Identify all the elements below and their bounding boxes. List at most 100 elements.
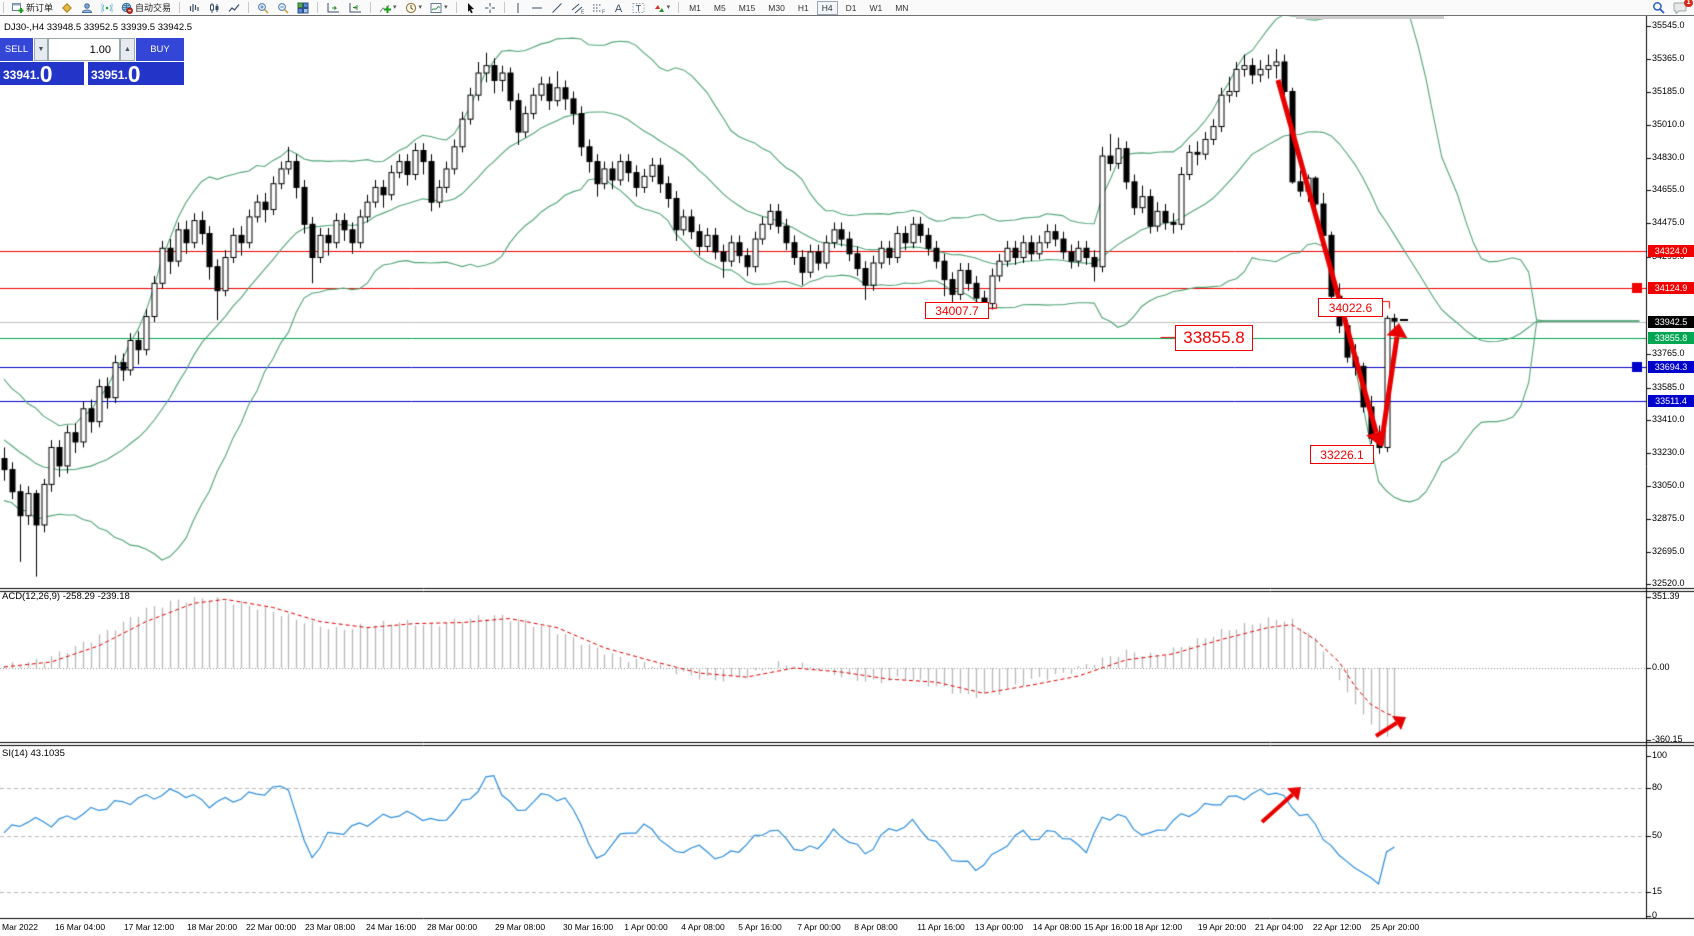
- price-annotation[interactable]: 33855.8: [1175, 325, 1253, 351]
- date-axis-label: 5 Apr 16:00: [738, 922, 782, 932]
- date-axis-label: 30 Mar 16:00: [562, 922, 614, 932]
- auto-scroll-icon: [327, 2, 340, 12]
- rsi-axis-tick: 100: [1652, 750, 1668, 760]
- date-axis-label: 17 Mar 12:00: [123, 922, 175, 932]
- tile-windows-button[interactable]: [294, 1, 312, 14]
- chat-button[interactable]: 1: [1670, 0, 1693, 14]
- candlestick-chart-button[interactable]: [205, 1, 223, 14]
- price-annotation[interactable]: 34007.7: [925, 302, 989, 319]
- periods-button[interactable]: ▾: [402, 1, 426, 14]
- price-level-badge: 34124.9: [1648, 282, 1694, 294]
- trendline-tool-button[interactable]: [548, 1, 566, 14]
- date-axis-label: 25 Apr 20:00: [1370, 922, 1420, 932]
- cursor-tool-button[interactable]: [462, 1, 479, 14]
- spinner-up-icon: ▲: [124, 46, 131, 53]
- fibonacci-tool-button[interactable]: F: [589, 1, 608, 14]
- date-axis-label: 18 Apr 12:00: [1133, 922, 1183, 932]
- line-chart-icon: [228, 3, 240, 12]
- rsi-axis-tick: 0: [1652, 910, 1658, 920]
- volume-increase-button[interactable]: ▲: [120, 38, 135, 61]
- trade-panel-row: SELL ▼ 1.00 ▲ BUY: [0, 38, 184, 61]
- volume-input[interactable]: 1.00: [48, 38, 120, 61]
- price-axis-tick: 35365.0: [1652, 53, 1685, 64]
- price-axis-tick: 34655.0: [1652, 184, 1685, 195]
- crosshair-icon: [484, 2, 495, 13]
- periods-clock-icon: [405, 2, 416, 13]
- auto-scroll-button[interactable]: [323, 1, 343, 14]
- date-axis-label: 22 Apr 12:00: [1312, 922, 1362, 932]
- signal-button[interactable]: [98, 1, 116, 14]
- profile-button[interactable]: [78, 1, 96, 14]
- price-level-badge: 33694.3: [1648, 361, 1694, 373]
- auto-trading-icon: [121, 2, 133, 14]
- buy-price-big-digit: 0: [127, 61, 141, 87]
- trendline-icon: [551, 2, 562, 13]
- price-axis-tick: 35185.0: [1652, 86, 1685, 97]
- svg-text:A: A: [614, 3, 622, 14]
- buy-price[interactable]: 33951. 0: [88, 61, 184, 87]
- zoom-out-button[interactable]: [274, 1, 292, 14]
- market-watch-button[interactable]: [58, 1, 76, 14]
- new-order-button[interactable]: 新订单: [9, 1, 56, 14]
- toolbar-separator: [3, 2, 4, 13]
- timeframe-button-M15[interactable]: M15: [738, 2, 756, 13]
- price-level-badge: 33855.8: [1648, 332, 1694, 344]
- timeframe-button-H4[interactable]: H4: [816, 0, 838, 15]
- date-axis-label: 21 Apr 04:00: [1254, 922, 1304, 932]
- toolbar-separator: [248, 2, 250, 13]
- crosshair-tool-button[interactable]: [481, 1, 499, 14]
- price-axis-tick: 33410.0: [1652, 413, 1685, 424]
- templates-button[interactable]: ▾: [427, 1, 451, 14]
- auto-trading-button[interactable]: 自动交易: [118, 1, 174, 14]
- date-axis-label: 4 Apr 08:00: [681, 922, 725, 932]
- buy-button[interactable]: BUY: [136, 38, 184, 61]
- chart-shift-icon: [349, 2, 362, 12]
- date-axis-label: 11 Apr 16:00: [917, 922, 965, 932]
- timeframe-button-H1[interactable]: H1: [797, 2, 809, 13]
- market-watch-icon: [62, 2, 72, 13]
- date-axis-label: 28 Mar 00:00: [426, 922, 478, 932]
- timeframe-button-M30[interactable]: M30: [768, 2, 785, 13]
- price-annotation[interactable]: 33226.1: [1310, 445, 1374, 464]
- zoom-in-icon: [258, 2, 269, 14]
- indicators-button[interactable]: ▾: [376, 1, 400, 14]
- text-tool-button[interactable]: A: [610, 1, 627, 14]
- one-click-trade-panel: SELL ▼ 1.00 ▲ BUY 33941. 0 33951. 0: [0, 38, 184, 87]
- line-chart-button[interactable]: [225, 1, 243, 14]
- price-level-badge: 33942.5: [1648, 316, 1694, 328]
- price-axis-tick: 33765.0: [1652, 348, 1685, 359]
- toolbar-separator: [455, 2, 457, 13]
- volume-decrease-button[interactable]: ▼: [34, 38, 48, 61]
- horizontal-line-tool-button[interactable]: [528, 1, 546, 14]
- timeframe-button-M1[interactable]: M1: [689, 2, 701, 13]
- fibonacci-icon: F: [592, 4, 605, 14]
- timeframe-button-M5[interactable]: M5: [713, 2, 726, 13]
- timeframe-button-W1[interactable]: W1: [869, 2, 883, 13]
- timeframe-button-MN[interactable]: MN: [895, 2, 909, 13]
- price-annotation[interactable]: 34022.6: [1318, 298, 1383, 317]
- bar-chart-button[interactable]: [185, 1, 203, 14]
- timeframe-button-D1[interactable]: D1: [845, 2, 857, 13]
- channel-tool-button[interactable]: E: [568, 1, 587, 14]
- price-level-badge: 33511.4: [1648, 395, 1694, 407]
- zoom-in-button[interactable]: [254, 1, 272, 14]
- vertical-line-tool-button[interactable]: [510, 1, 526, 14]
- equidistant-channel-icon: E: [571, 3, 584, 14]
- price-axis-tick: 34475.0: [1652, 217, 1685, 228]
- toolbar: 新订单 自动交易 ▾ ▾ ▾ E F A T ▾ M1 M5 M15 M30 H1 H4 D…: [0, 0, 1694, 16]
- sell-price[interactable]: 33941. 0: [0, 62, 84, 86]
- sell-button[interactable]: SELL: [0, 38, 33, 61]
- search-button[interactable]: [1649, 1, 1668, 14]
- price-axis-tick: 35545.0: [1652, 20, 1685, 30]
- scrollbar[interactable]: [1296, 15, 1444, 19]
- svg-text:F: F: [602, 9, 605, 14]
- tile-windows-icon: [297, 2, 309, 13]
- date-axis-label: 23 Mar 08:00: [304, 922, 356, 932]
- spinner-down-icon: ▼: [37, 46, 45, 53]
- chart-shift-button[interactable]: [345, 1, 365, 14]
- text-label-tool-button[interactable]: T: [629, 1, 648, 14]
- arrows-tool-button[interactable]: ▾: [650, 1, 674, 14]
- chat-badge: 1: [1684, 0, 1693, 7]
